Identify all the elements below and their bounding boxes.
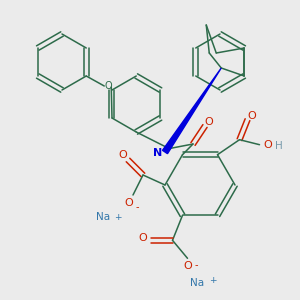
Polygon shape [163,68,221,154]
Text: Na: Na [96,212,110,222]
Text: O: O [205,117,213,127]
Text: O: O [247,111,256,121]
Text: O: O [124,198,134,208]
Text: O: O [183,261,192,271]
Text: O: O [118,150,127,160]
Text: +: + [209,276,216,285]
Text: N: N [153,148,163,158]
Text: O: O [263,140,272,150]
Text: Na: Na [190,278,205,288]
Text: O: O [104,81,112,91]
Text: O: O [138,233,147,243]
Text: +: + [114,212,122,221]
Text: H: H [274,141,282,151]
Text: -: - [195,260,198,270]
Text: -: - [135,202,139,212]
